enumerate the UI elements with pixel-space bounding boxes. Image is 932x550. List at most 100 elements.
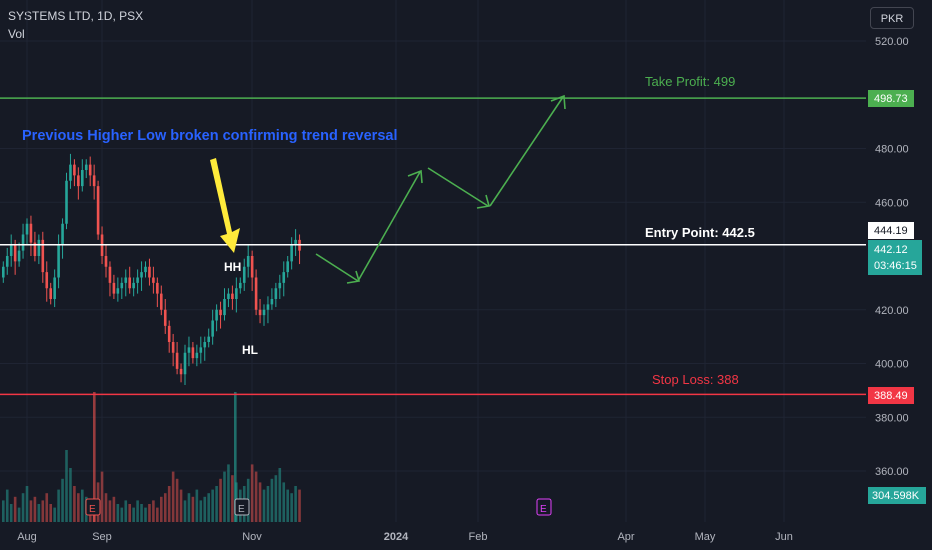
grid (0, 0, 866, 522)
svg-text:03:46:15: 03:46:15 (874, 260, 917, 272)
volume-bar (175, 478, 179, 522)
volume-bar (140, 504, 143, 522)
candle-body (41, 239, 45, 273)
volume-bar (104, 493, 108, 522)
y-tick-label: 380.00 (875, 412, 909, 424)
candle-body (278, 282, 282, 289)
volume-bar (21, 493, 25, 522)
candle-body (223, 299, 226, 316)
last-price-tag: 442.12 03:46:15 (868, 240, 922, 275)
volume-bar (266, 486, 270, 522)
price-axis[interactable]: 520.00 480.00 460.00 420.00 400.00 380.00 360.… (875, 36, 909, 478)
candle-body (57, 245, 60, 278)
y-tick-label: 460.00 (875, 197, 909, 209)
volume-bar (53, 507, 56, 522)
volume-bar (29, 500, 33, 522)
volume-bar (286, 489, 289, 522)
earnings-marker-2[interactable]: E (234, 498, 250, 516)
candle-body (33, 242, 37, 256)
volume-bar (274, 475, 278, 522)
volume-bar (254, 471, 258, 522)
stop-loss-label: Stop Loss: 388 (652, 372, 739, 387)
projection-path (315, 94, 566, 284)
volume-bar (207, 493, 210, 522)
volume-bar (57, 489, 60, 522)
volume-bar (195, 489, 199, 522)
candle-body (290, 245, 293, 262)
volume-bar (278, 468, 282, 522)
candle-body (136, 277, 139, 283)
candle-body (92, 175, 96, 187)
candle-body (262, 309, 266, 316)
candle-body (9, 245, 13, 256)
currency-button[interactable]: PKR (870, 7, 914, 29)
candle-body (132, 282, 135, 289)
y-tick-label: 360.00 (875, 466, 909, 478)
volume-bar (282, 482, 286, 522)
volume-bar (93, 392, 96, 522)
volume-bar (25, 486, 29, 522)
candle-body (104, 256, 108, 267)
candle-body (88, 164, 92, 176)
volume-bar (191, 496, 195, 522)
candle-body (242, 266, 246, 283)
candle-body (254, 277, 258, 310)
x-tick-label: Nov (242, 531, 262, 543)
volume-bar (294, 486, 297, 522)
candle-body (231, 293, 234, 299)
time-axis[interactable]: Aug Sep Nov 2024 Feb Apr May Jun (17, 531, 793, 543)
volume-bar (17, 507, 21, 522)
candle-body (183, 352, 187, 375)
volume-bar (100, 471, 104, 522)
volume-bar (258, 482, 262, 522)
candle-body (5, 256, 9, 267)
candle-body (239, 282, 242, 289)
volume-bar (37, 504, 41, 522)
earnings-marker-3[interactable]: E (536, 498, 552, 516)
candle-body (203, 342, 207, 348)
y-tick-label: 420.00 (875, 305, 909, 317)
x-tick-label: Feb (469, 531, 488, 543)
volume-bar (250, 464, 254, 522)
candle-body (175, 352, 179, 369)
volume-bar (179, 489, 183, 522)
volume-bar (270, 478, 274, 522)
x-tick-label: Jun (775, 531, 793, 543)
volume-bar (41, 500, 45, 522)
volume-bar (69, 468, 72, 522)
volume-bar (156, 507, 159, 522)
candle-body (112, 282, 116, 294)
candle-body (96, 186, 100, 235)
candle-body (235, 288, 238, 299)
candle-body (191, 347, 195, 359)
x-tick-label: Aug (17, 531, 37, 543)
earnings-marker-1[interactable]: E (85, 498, 101, 516)
volume-bar (290, 493, 293, 522)
volume-bar (160, 496, 163, 522)
candle-body (207, 336, 210, 342)
candle-body (69, 164, 72, 181)
x-tick-label: Sep (92, 531, 112, 543)
volume-bar (5, 489, 9, 522)
candle-body (21, 234, 25, 251)
volume-tag: 304.598K (868, 487, 926, 504)
candle-body (246, 256, 250, 267)
candle-body (156, 282, 159, 294)
volume-bar (183, 500, 187, 522)
candle-body (171, 342, 175, 353)
svg-text:304.598K: 304.598K (872, 490, 920, 502)
volume-bar (298, 489, 301, 522)
candle-body (215, 309, 218, 321)
take-profit-tag: 498.73 (868, 90, 914, 107)
volume-bar (33, 496, 37, 522)
candle-body (45, 272, 49, 289)
volume-bar (167, 486, 171, 522)
candle-body (29, 223, 33, 243)
volume-bar (187, 493, 191, 522)
candle-body (73, 164, 76, 176)
candle-body (128, 277, 131, 289)
entry-label: Entry Point: 442.5 (645, 225, 755, 240)
candles (2, 153, 301, 385)
stop-loss-tag: 388.49 (868, 387, 914, 404)
